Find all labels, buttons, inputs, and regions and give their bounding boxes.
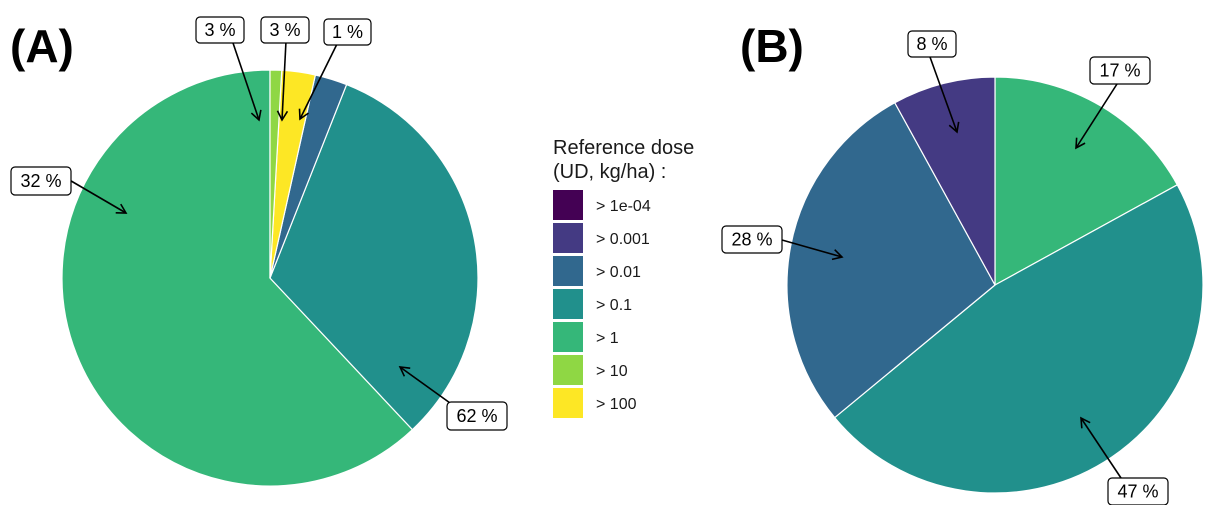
callout-arrow	[65, 177, 128, 214]
legend-swatch	[553, 223, 583, 253]
legend-swatch	[553, 190, 583, 220]
pie-slice	[269, 83, 479, 431]
pie-chart-b: 17 % 47 % 28 % 8 % (B)	[721, 20, 1204, 505]
pie-slice	[61, 69, 414, 487]
slice-percent-label: 28 %	[731, 230, 772, 250]
callout-box	[446, 401, 508, 431]
callout-box	[907, 30, 957, 58]
slice-percent-label: 17 %	[1099, 61, 1140, 81]
pie-slice	[269, 69, 283, 279]
pie-slice	[994, 76, 1179, 287]
panel-label-b: (B)	[740, 20, 804, 72]
legend-swatch	[553, 322, 583, 352]
callout-arrow	[1080, 416, 1122, 479]
legend-title-line1: Reference dose	[553, 137, 694, 159]
legend-label: > 0.1	[596, 297, 632, 314]
callout-arrow	[398, 366, 458, 409]
callout-arrow	[231, 39, 262, 122]
pie-chart-a: 62 % 32 % 3 % 3 % 1 % (A)	[10, 16, 508, 487]
callout-arrow	[929, 56, 960, 134]
callout-box	[721, 225, 783, 254]
callout-box	[10, 166, 72, 196]
callout-box	[1089, 56, 1151, 85]
legend-swatch	[553, 355, 583, 385]
slice-percent-label: 8 %	[916, 34, 947, 54]
legend-label: > 1e-04	[596, 198, 651, 215]
legend-label: > 0.01	[596, 264, 641, 281]
callout-arrow	[298, 41, 339, 121]
callout-arrow	[276, 40, 289, 122]
legend-label: > 100	[596, 396, 637, 413]
slice-percent-label: 32 %	[20, 171, 61, 191]
callout-box	[260, 16, 310, 44]
legend-label: > 0.001	[596, 231, 650, 248]
legend: Reference dose (UD, kg/ha) : > 1e-04 > 0.…	[553, 137, 694, 418]
legend-swatch	[553, 256, 583, 286]
callout-arrow	[781, 239, 844, 261]
pie-slice	[786, 101, 996, 419]
callout-box	[195, 16, 245, 44]
panel-label-a: (A)	[10, 20, 74, 72]
callout-box	[1107, 477, 1169, 505]
pie-slice	[893, 76, 996, 286]
slice-percent-label: 62 %	[456, 406, 497, 426]
legend-swatch	[553, 388, 583, 418]
legend-label: > 10	[596, 363, 628, 380]
legend-title-line2: (UD, kg/ha) :	[553, 161, 666, 183]
slice-percent-label: 1 %	[332, 22, 363, 42]
legend-swatch	[553, 289, 583, 319]
callout-box	[323, 18, 372, 46]
slice-percent-label: 3 %	[204, 20, 235, 40]
slice-percent-label: 3 %	[269, 20, 300, 40]
pie-slice	[833, 183, 1204, 494]
callout-arrow	[1075, 83, 1118, 150]
legend-label: > 1	[596, 330, 619, 347]
slice-percent-label: 47 %	[1117, 482, 1158, 502]
